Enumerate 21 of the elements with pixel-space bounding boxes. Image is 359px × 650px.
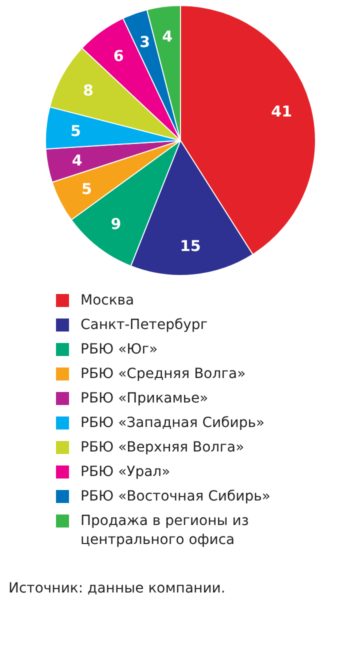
legend-label: РБЮ «Восточная Сибирь» (80, 488, 270, 504)
legend-label: РБЮ «Средняя Волга» (80, 366, 246, 382)
legend-label: Продажа в регионы из центрального офиса (80, 513, 249, 548)
data-label: 8 (83, 81, 94, 100)
legend-label: РБЮ «Западная Сибирь» (80, 415, 265, 431)
data-label: 5 (81, 180, 92, 198)
data-label: 5 (70, 122, 81, 140)
data-label: 15 (180, 236, 201, 255)
data-label: 6 (113, 46, 124, 65)
data-label: 9 (110, 215, 122, 234)
data-label: 4 (162, 28, 173, 46)
data-label: 3 (140, 32, 150, 51)
legend-label: Санкт-Петербург (80, 317, 208, 333)
legend-label: РБЮ «Прикамье» (80, 390, 208, 406)
legend-label: РБЮ «Верхняя Волга» (80, 440, 244, 456)
legend-label: Москва (80, 292, 134, 308)
data-label: 41 (271, 102, 292, 121)
legend-label: РБЮ «Юг» (80, 342, 158, 358)
data-label: 4 (72, 152, 82, 170)
legend-label: РБЮ «Урал» (80, 464, 170, 480)
text: Источник: данные компании. (8, 580, 226, 596)
